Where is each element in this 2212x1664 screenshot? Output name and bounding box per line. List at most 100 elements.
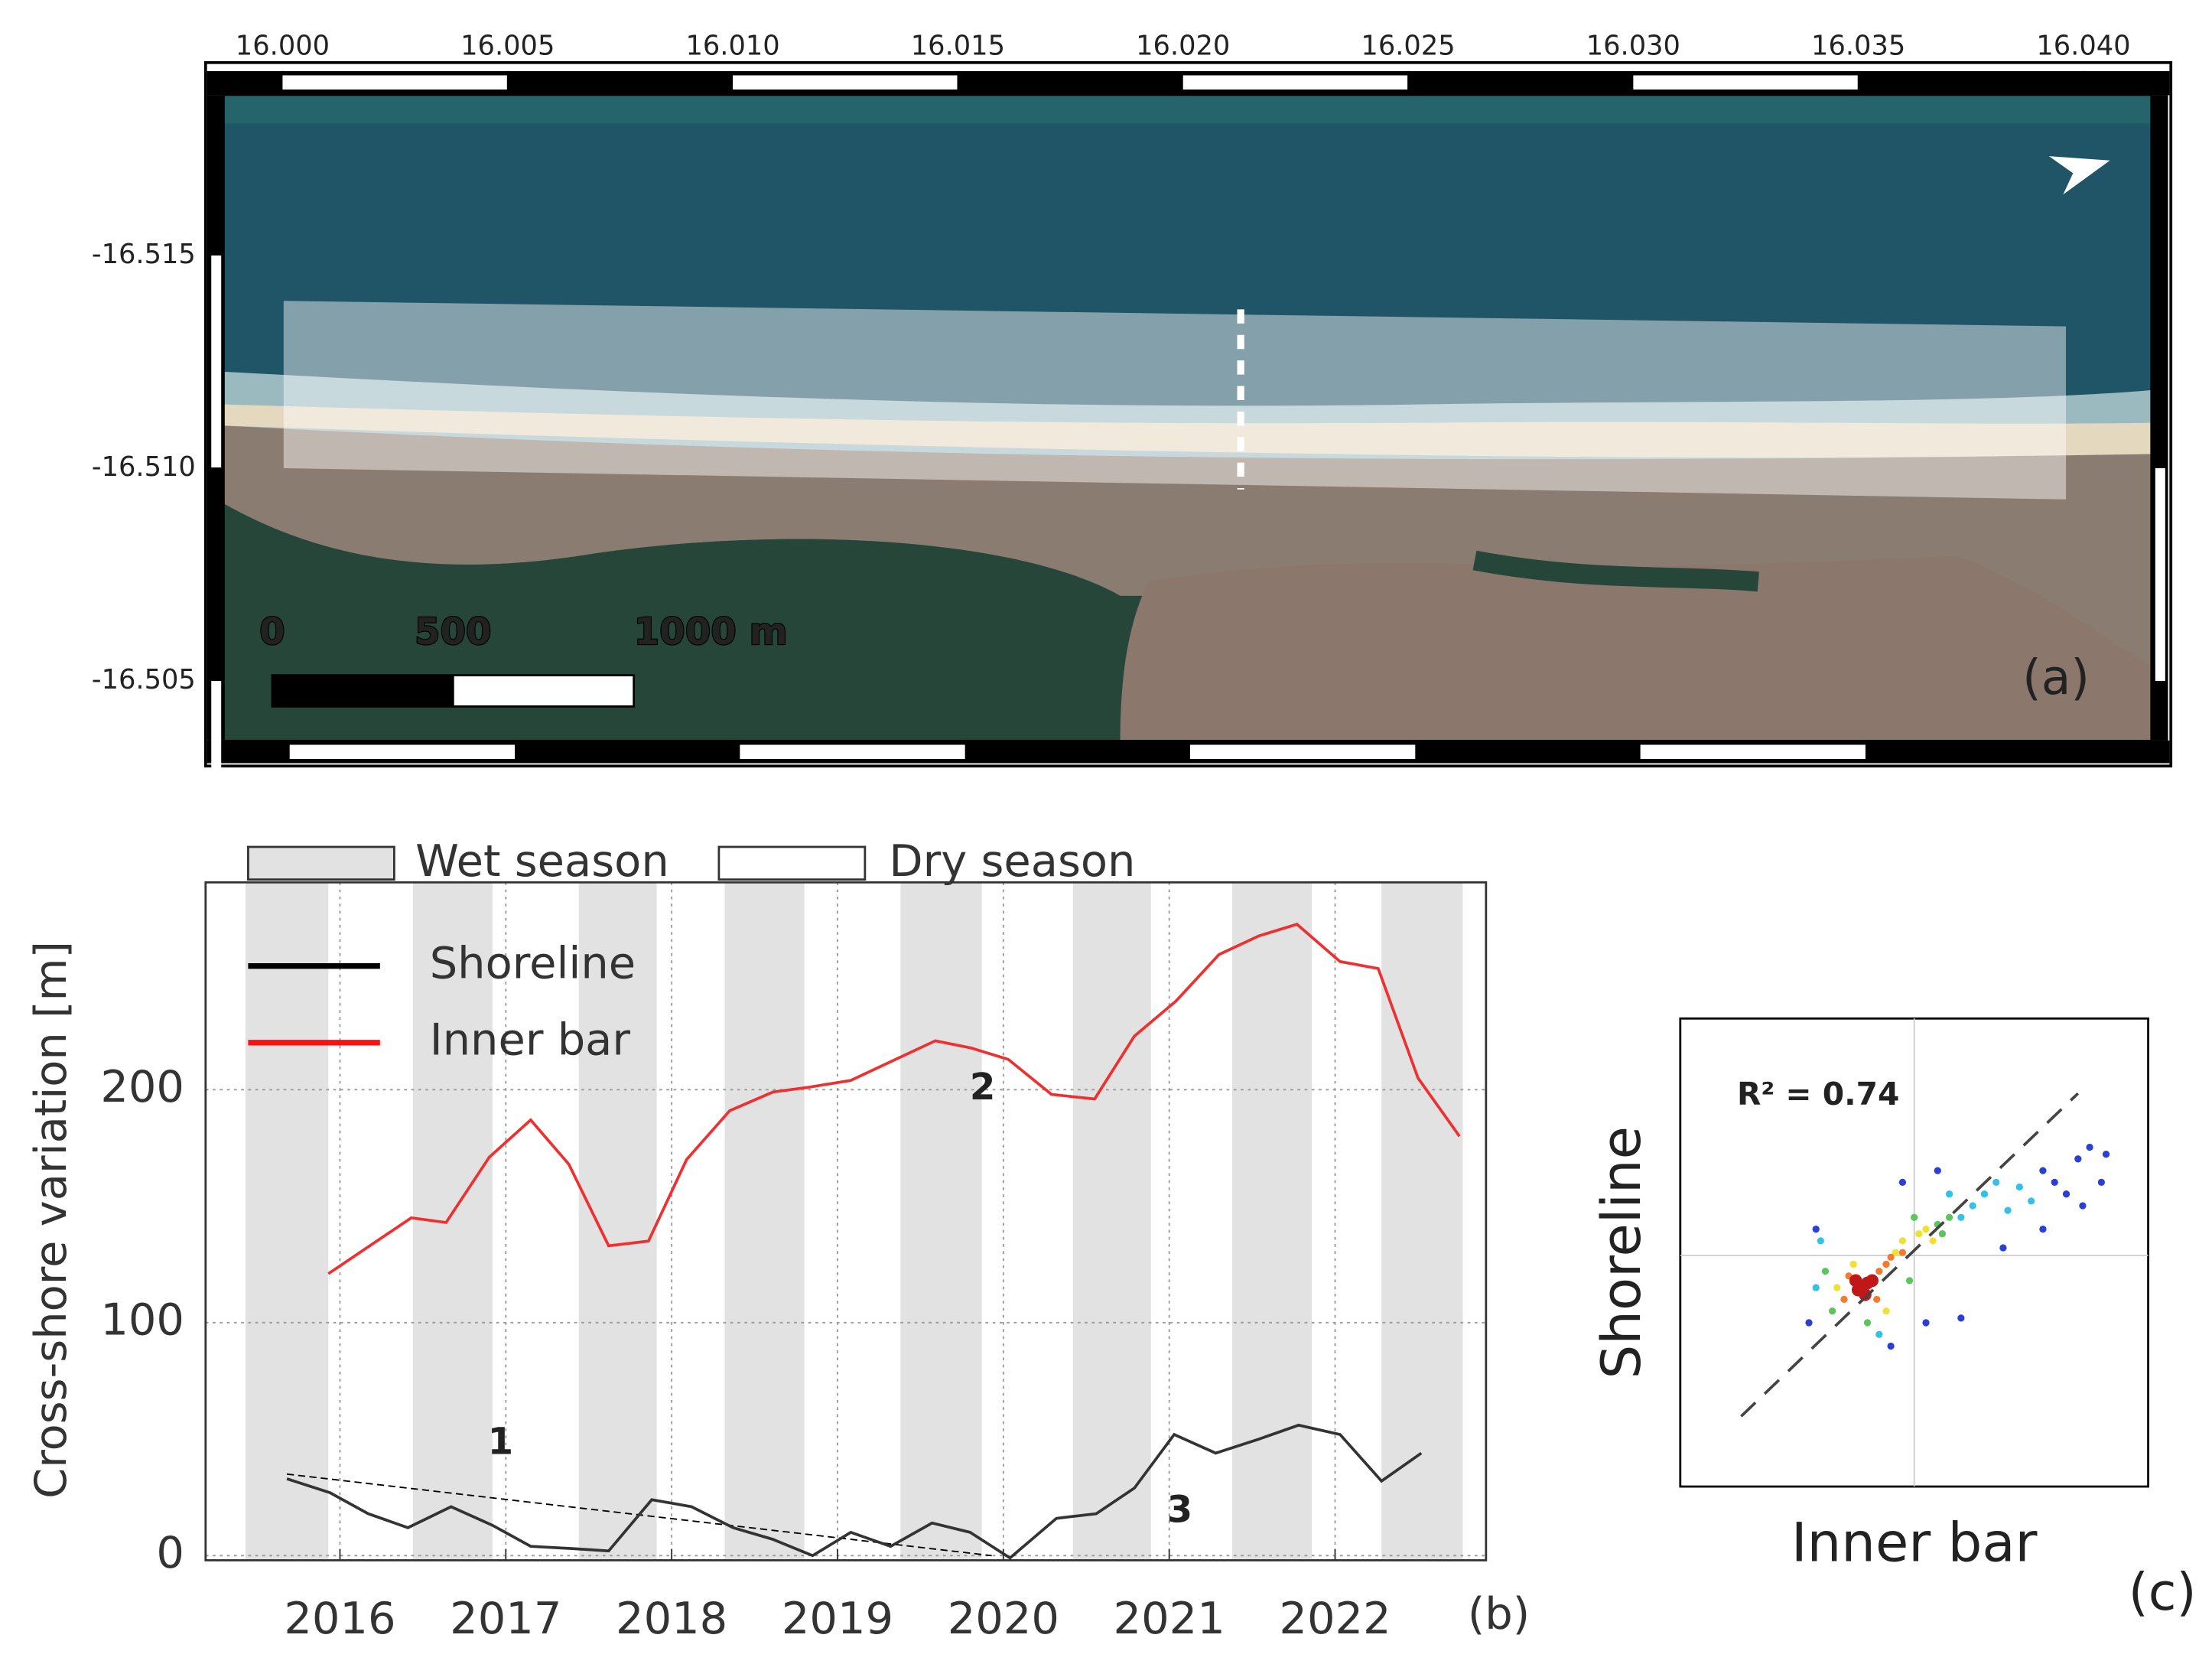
scatter-point <box>1849 1260 1857 1268</box>
wet-season-band <box>578 882 657 1561</box>
scatter-point <box>2028 1197 2035 1205</box>
legend-swatch <box>247 845 395 881</box>
scatter-point <box>1992 1178 2000 1187</box>
y-tick-label: -16.515 <box>92 239 196 270</box>
frame-segment <box>211 255 222 468</box>
scatter-point <box>1892 1249 1899 1256</box>
wet-season-band <box>1232 882 1313 1561</box>
panel-label: (a) <box>2022 649 2090 705</box>
scatter-point <box>2039 1167 2047 1174</box>
y-tick-label: 0 <box>156 1527 184 1578</box>
scatter-point <box>1859 1288 1872 1301</box>
x-tick-label: 2021 <box>1114 1593 1225 1644</box>
scatter-point <box>2086 1143 2093 1151</box>
map-frame <box>203 60 2173 768</box>
scatter-point <box>1905 1277 1914 1285</box>
scatter-point <box>1938 1230 1947 1238</box>
wet-season-band <box>412 882 493 1561</box>
scale-bar-label: 0 <box>259 611 285 653</box>
y-tick-label: 200 <box>100 1061 184 1112</box>
frame-segment <box>282 75 508 90</box>
scatter-point <box>2062 1190 2070 1198</box>
x-tick-label: 2022 <box>1279 1593 1391 1644</box>
annotation: R² = 0.74 <box>1737 1076 1899 1112</box>
scatter-point <box>1812 1284 1820 1291</box>
scatter-point <box>1833 1284 1841 1291</box>
scatter-point <box>1969 1202 1976 1210</box>
scatter-point <box>1866 1274 1879 1288</box>
scatter-point <box>1911 1213 1918 1221</box>
legend-label: Shoreline <box>430 937 636 988</box>
scatter-point <box>1863 1319 1872 1327</box>
scatter-point <box>2079 1202 2087 1210</box>
plot-frame <box>204 881 1488 1561</box>
frame-segment <box>1182 75 1409 90</box>
legend-label: Wet season <box>415 835 669 887</box>
frame-segment <box>1640 744 1866 760</box>
x-tick-label: 2018 <box>616 1593 727 1644</box>
scatter-point <box>1817 1237 1824 1245</box>
fit-line <box>1740 1092 2080 1418</box>
x-axis-label: Inner bar <box>1791 1511 2038 1574</box>
scale-bar-segment <box>271 674 454 708</box>
y-axis-label: Cross-shore variation [m] <box>25 941 76 1499</box>
x-tick-label: 16.025 <box>1361 30 1455 61</box>
annotation: 3 <box>1167 1488 1193 1531</box>
x-tick-label: 16.030 <box>1586 30 1680 61</box>
x-tick-label: 16.010 <box>685 30 779 61</box>
x-tick-label: 16.035 <box>1811 30 1905 61</box>
scatter-point <box>2015 1183 2023 1191</box>
x-tick-label: 16.020 <box>1136 30 1230 61</box>
series-line <box>327 923 1461 1275</box>
y-tick-label: -16.505 <box>92 664 196 695</box>
panel-label: (b) <box>1468 1588 1530 1640</box>
scatter-point <box>1957 1213 1965 1221</box>
scatter-point <box>1821 1268 1830 1275</box>
scale-bar-segment <box>451 674 636 708</box>
frame-segment <box>211 681 222 894</box>
scatter-point <box>1922 1319 1930 1327</box>
scatter-point <box>1840 1295 1848 1303</box>
legend-label: Dry season <box>889 835 1135 887</box>
scatter-point <box>1898 1237 1907 1245</box>
scatter-point <box>1812 1225 1820 1233</box>
scatter-point <box>2039 1225 2047 1233</box>
scatter-point <box>1980 1190 1989 1198</box>
scatter-point <box>2097 1178 2106 1187</box>
scale-bar-label: 500 <box>415 611 492 653</box>
x-tick-label: 16.005 <box>460 30 555 61</box>
legend-label: Inner bar <box>430 1014 631 1065</box>
scatter-point <box>1957 1314 1965 1322</box>
scatter-point <box>1898 1249 1907 1256</box>
annotation: 1 <box>488 1420 514 1463</box>
scatter-point <box>1805 1319 1813 1327</box>
scatter-point <box>2102 1151 2110 1158</box>
scatter-point <box>1934 1167 1941 1174</box>
wet-season-band <box>900 882 982 1561</box>
scatter-point <box>1999 1244 2007 1252</box>
scatter-point <box>1929 1237 1937 1245</box>
x-tick-label: 16.040 <box>2036 30 2130 61</box>
frame-segment <box>289 744 516 760</box>
annotation: 2 <box>970 1066 996 1109</box>
frame-segment <box>1189 744 1416 760</box>
frame-segment <box>2155 467 2165 682</box>
wet-season-band <box>245 882 329 1561</box>
x-tick-label: 16.000 <box>236 30 330 61</box>
scatter-point <box>1875 1268 1883 1275</box>
y-axis-label: Shoreline <box>1590 1126 1653 1379</box>
frame-segment <box>1633 75 1859 90</box>
scatter-point <box>2051 1178 2058 1187</box>
scale-bar-label: 1000 m <box>634 611 788 653</box>
panel-label: (c) <box>2129 1562 2197 1622</box>
wet-season-band <box>724 882 805 1561</box>
x-tick-label: 16.015 <box>911 30 1005 61</box>
x-tick-label: 2017 <box>450 1593 561 1644</box>
wet-season-band <box>1381 882 1463 1561</box>
wet-season-band <box>1072 882 1151 1561</box>
x-tick-label: 2016 <box>284 1593 395 1644</box>
scatter-point <box>2004 1206 2012 1214</box>
scatter-point <box>1882 1260 1890 1268</box>
